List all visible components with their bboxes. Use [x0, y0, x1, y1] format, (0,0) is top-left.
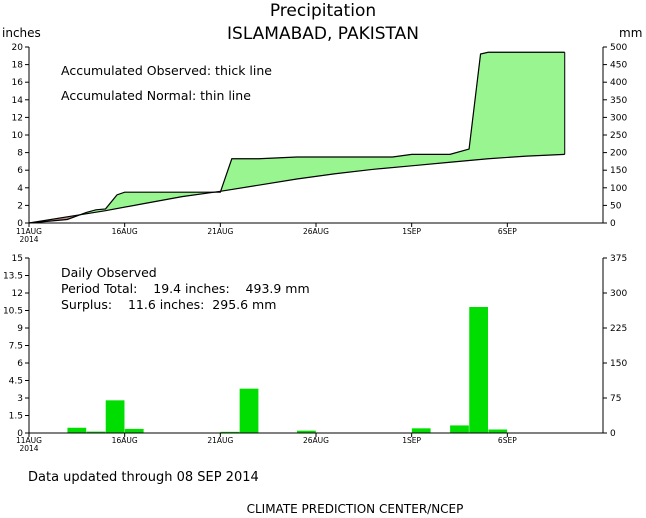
bottom-x-tick-label: 6SEP — [498, 436, 517, 445]
accumulated-lines-layer — [28, 51, 566, 224]
top-y-right-tick-label: 350 — [610, 96, 627, 106]
daily-panel: 01.534.567.5910.51213.515075150225300375… — [3, 254, 627, 453]
top-x-tick-label: 1SEP — [402, 227, 421, 236]
bottom-y-tick-label: 13.5 — [3, 272, 23, 282]
daily-bar — [450, 425, 469, 433]
update-footer: Data updated through 08 SEP 2014 — [28, 470, 259, 485]
daily-bar — [297, 430, 316, 433]
top-right-unit: mm — [619, 26, 642, 40]
top-y-right-tick-label: 150 — [610, 166, 627, 176]
daily-bar — [411, 428, 431, 433]
top-y-right-tick-label: 200 — [610, 149, 627, 159]
top-y-tick-label: 6 — [17, 166, 23, 176]
location-title: ISLAMABAD, PAKISTAN — [227, 24, 419, 44]
top-y-right-tick-label: 50 — [610, 201, 622, 211]
bottom-y-tick-label: 15 — [12, 254, 23, 264]
top-y-tick-label: 10 — [12, 131, 24, 141]
daily-bar — [220, 431, 240, 433]
chart-title: Precipitation — [270, 1, 376, 21]
surplus-area — [221, 52, 565, 192]
bottom-y-tick-label: 7.5 — [9, 342, 23, 352]
top-y-tick-label: 16 — [12, 78, 24, 88]
observed-legend-note: Accumulated Observed: thick line — [61, 63, 272, 78]
bottom-x-tick-year: 2014 — [19, 444, 38, 453]
bottom-y-right-tick-label: 225 — [610, 324, 627, 334]
top-y-tick-label: 2 — [17, 201, 23, 211]
bottom-x-tick-label: 11AUG — [16, 436, 42, 445]
normal-legend-note: Accumulated Normal: thin line — [61, 88, 251, 103]
daily-note-surplus: Surplus: 11.6 inches: 295.6 mm — [61, 297, 276, 312]
top-y-right-tick-label: 400 — [610, 78, 627, 88]
bottom-y-tick-label: 0 — [17, 429, 23, 439]
bottom-y-tick-label: 6 — [17, 359, 23, 369]
bottom-y-right-tick-label: 0 — [610, 429, 616, 439]
top-x-tick-label: 11AUG — [16, 227, 42, 236]
top-x-tick-label: 6SEP — [498, 227, 517, 236]
daily-note-title: Daily Observed — [61, 265, 157, 280]
bottom-y-right-tick-label: 150 — [610, 359, 627, 369]
daily-axes: 01.534.567.5910.51213.515075150225300375… — [3, 254, 627, 453]
daily-bar — [105, 400, 125, 433]
top-x-tick-year: 2014 — [19, 235, 38, 244]
bottom-y-tick-label: 9 — [17, 324, 23, 334]
top-y-tick-label: 20 — [12, 43, 24, 53]
bottom-y-tick-label: 4.5 — [9, 377, 23, 387]
bottom-x-tick-label: 21AUG — [207, 436, 233, 445]
daily-bars-layer — [67, 307, 508, 433]
top-x-tick-label: 16AUG — [112, 227, 138, 236]
daily-bar — [469, 307, 488, 433]
top-y-right-tick-label: 0 — [610, 219, 616, 229]
daily-bar — [488, 429, 508, 433]
bottom-x-tick-label: 1SEP — [402, 436, 421, 445]
bottom-y-right-tick-label: 375 — [610, 254, 627, 264]
bottom-y-right-tick-label: 300 — [610, 289, 627, 299]
top-y-right-tick-label: 500 — [610, 43, 627, 53]
top-y-tick-label: 0 — [17, 219, 23, 229]
top-y-tick-label: 12 — [12, 113, 23, 123]
accumulated-axes: 0246810121416182005010015020025030035040… — [12, 43, 628, 244]
daily-bar — [239, 388, 259, 433]
top-y-tick-label: 8 — [17, 149, 23, 159]
bottom-y-right-tick-label: 75 — [610, 394, 621, 404]
observed-line — [28, 51, 565, 224]
top-y-tick-label: 18 — [12, 61, 24, 71]
bottom-x-tick-label: 26AUG — [303, 436, 329, 445]
accumulated-panel: inches mm 024681012141618200501001502002… — [2, 26, 642, 244]
credit-footer: CLIMATE PREDICTION CENTER/NCEP — [247, 502, 464, 516]
normal-line — [28, 153, 565, 224]
top-y-tick-label: 14 — [12, 96, 24, 106]
bottom-y-tick-label: 3 — [17, 394, 23, 404]
top-y-tick-label: 4 — [17, 184, 23, 194]
daily-bar — [124, 428, 144, 433]
bottom-y-tick-label: 12 — [12, 289, 23, 299]
daily-note-total: Period Total: 19.4 inches: 493.9 mm — [61, 281, 310, 296]
top-y-right-tick-label: 450 — [610, 61, 627, 71]
top-y-right-tick-label: 300 — [610, 113, 627, 123]
daily-bar — [67, 427, 87, 433]
bottom-y-tick-label: 1.5 — [9, 412, 23, 422]
top-left-unit: inches — [2, 26, 41, 40]
top-x-tick-label: 21AUG — [207, 227, 233, 236]
top-x-tick-label: 26AUG — [303, 227, 329, 236]
bottom-y-tick-label: 10.5 — [3, 307, 23, 317]
daily-bar — [86, 431, 106, 433]
bottom-x-tick-label: 16AUG — [112, 436, 138, 445]
top-y-right-tick-label: 250 — [610, 131, 627, 141]
top-y-right-tick-label: 100 — [610, 184, 627, 194]
